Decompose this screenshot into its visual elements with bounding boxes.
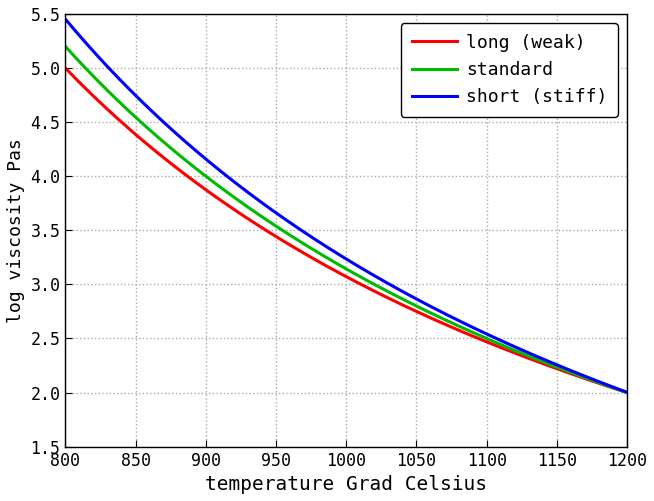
short (stiff) bbox=[447, 314, 455, 320]
standard bbox=[500, 343, 508, 349]
standard bbox=[509, 347, 517, 353]
long (weak) bbox=[500, 346, 508, 352]
long (weak) bbox=[288, 243, 296, 249]
long (weak) bbox=[623, 390, 631, 396]
standard bbox=[623, 390, 631, 396]
short (stiff) bbox=[288, 221, 296, 227]
short (stiff) bbox=[61, 16, 69, 22]
short (stiff) bbox=[500, 339, 508, 345]
standard bbox=[61, 44, 69, 50]
Legend: long (weak), standard, short (stiff): long (weak), standard, short (stiff) bbox=[401, 23, 618, 117]
Line: standard: standard bbox=[65, 47, 627, 393]
standard bbox=[309, 246, 317, 253]
X-axis label: temperature Grad Celsius: temperature Grad Celsius bbox=[205, 475, 487, 494]
short (stiff) bbox=[309, 235, 317, 241]
long (weak) bbox=[61, 65, 69, 71]
Line: short (stiff): short (stiff) bbox=[65, 19, 627, 392]
standard bbox=[119, 102, 127, 108]
long (weak) bbox=[119, 120, 127, 126]
long (weak) bbox=[309, 256, 317, 262]
short (stiff) bbox=[119, 80, 127, 86]
short (stiff) bbox=[509, 343, 517, 349]
standard bbox=[447, 320, 455, 326]
Y-axis label: log viscosity Pas: log viscosity Pas bbox=[7, 138, 25, 323]
standard bbox=[288, 234, 296, 240]
long (weak) bbox=[509, 350, 517, 356]
Line: long (weak): long (weak) bbox=[65, 68, 627, 393]
short (stiff) bbox=[623, 389, 631, 395]
long (weak) bbox=[447, 324, 455, 330]
